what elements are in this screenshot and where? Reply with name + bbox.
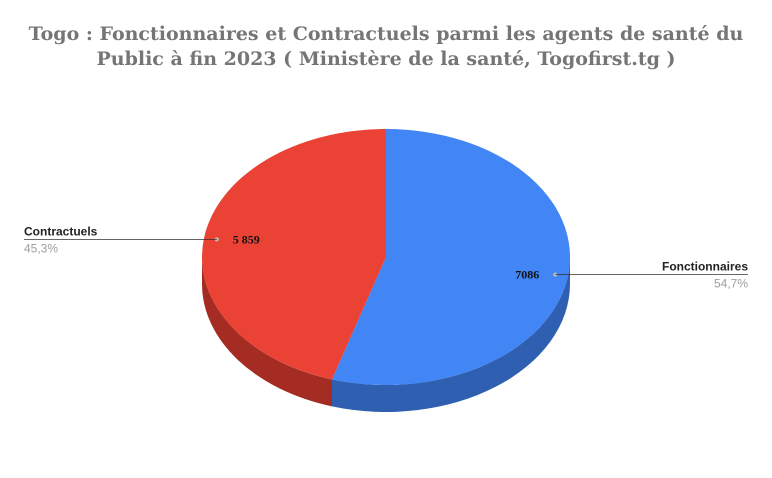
pie-side-1-0 [202,257,333,407]
chart-title-line-2: Public à fin 2023 ( Ministère de la sant… [96,48,676,70]
slice-value-label: 5 859 [233,232,260,246]
pie-labels: Fonctionnaires 54,7% 7086 Contractuels 45,3%… [24,224,748,291]
pie-3d-sides [202,257,570,412]
slice-label-name: Fonctionnaires [662,260,748,274]
pie-slices [202,129,571,386]
pie-slice-contractuels[interactable] [202,129,386,380]
chart-title: Togo : Fonctionnaires et Contractuels pa… [0,22,772,72]
slice-label-percent: 45,3% [24,241,58,255]
chart-title-line-1: Togo : Fonctionnaires et Contractuels pa… [28,23,744,45]
slice-label-percent: 54,7% [714,277,748,291]
pie-slice-fonctionnaires[interactable] [332,129,571,386]
slice-label-name: Contractuels [24,224,98,238]
slice-value-label: 7086 [515,268,539,282]
pie-side-0-0 [332,257,570,412]
